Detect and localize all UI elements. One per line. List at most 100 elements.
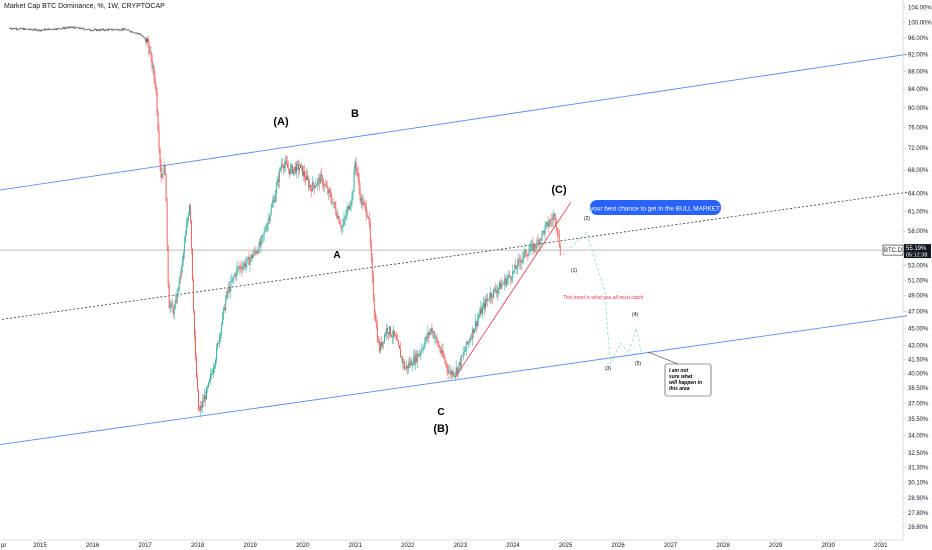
candle: [162, 174, 164, 175]
candle: [243, 263, 245, 267]
candle: [551, 220, 553, 221]
candle: [385, 328, 387, 335]
candle: [383, 334, 385, 343]
trend-line[interactable]: [454, 202, 572, 378]
candle: [295, 166, 296, 173]
candle: [422, 348, 424, 350]
candle: [64, 27, 66, 29]
candle: [432, 331, 434, 333]
candle: [245, 263, 247, 267]
candle: [266, 223, 268, 230]
trend-note: This trend is what you all must catch: [563, 295, 644, 301]
candle: [484, 303, 485, 309]
candle: [87, 28, 89, 30]
candle: [57, 28, 59, 29]
candle: [471, 328, 473, 339]
candle: [348, 206, 350, 210]
candle: [331, 199, 333, 204]
candle: [185, 225, 187, 235]
candle: [302, 165, 303, 176]
time-tick-label: 2030: [822, 543, 836, 549]
candle: [310, 185, 312, 189]
candle: [129, 30, 131, 32]
candle: [79, 28, 81, 30]
candle: [559, 246, 561, 255]
candle: [281, 164, 283, 166]
price-tick-label: 76.00%: [908, 125, 929, 131]
price-tick-label: 92.00%: [908, 52, 929, 58]
candle: [26, 29, 28, 30]
candle: [497, 289, 499, 293]
candle: [366, 215, 368, 217]
candle: [84, 29, 86, 31]
candle: [397, 339, 398, 342]
upper-channel-line[interactable]: [0, 53, 908, 191]
candle: [71, 27, 73, 28]
uncertain-note-box[interactable]: [664, 363, 712, 397]
candle: [253, 250, 255, 255]
candle: [308, 179, 310, 187]
price-tick-label: 61.00%: [908, 210, 929, 216]
candle: [213, 368, 215, 374]
candle: [263, 230, 265, 235]
candle: [196, 377, 198, 390]
candle: [400, 348, 402, 358]
candle: [22, 28, 24, 30]
candle: [72, 27, 74, 28]
candle: [219, 335, 221, 344]
candle: [448, 372, 450, 373]
price-badge[interactable]: [904, 244, 931, 259]
candle: [260, 238, 262, 246]
candle: [210, 374, 212, 380]
uncertain-note-line: sure what: [669, 374, 693, 380]
time-tick-label: 2025: [559, 543, 573, 549]
candle: [178, 276, 180, 290]
chart-title: Market Cap BTC Dominance, %, 1W, CRYPTOC…: [4, 3, 165, 10]
candle: [181, 260, 183, 267]
price-tick-label: 80.00%: [908, 106, 929, 112]
candle: [104, 30, 105, 31]
symbol-badge[interactable]: [882, 244, 904, 256]
candle: [272, 200, 274, 204]
candle: [531, 243, 533, 245]
candle: [33, 30, 35, 31]
candle: [240, 266, 242, 269]
candle: [319, 177, 321, 184]
candle: [398, 341, 400, 346]
candle: [119, 30, 121, 31]
candle: [505, 278, 507, 286]
candle: [547, 221, 549, 227]
candle: [305, 177, 307, 181]
candle: [360, 197, 362, 201]
candle: [454, 372, 456, 375]
candle: [30, 28, 32, 30]
lower-channel-line[interactable]: [0, 315, 908, 446]
candle: [23, 28, 25, 30]
time-tick-label: 2016: [86, 543, 100, 549]
candle: [381, 341, 383, 347]
candle: [96, 29, 98, 31]
callout-bubble[interactable]: [590, 200, 721, 215]
note-pointer: [647, 351, 679, 365]
time-tick-label: 2026: [611, 543, 625, 549]
price-tick-label: 30.10%: [908, 480, 929, 486]
time-tick-label: 2028: [716, 543, 730, 549]
candle: [416, 353, 418, 362]
candle: [318, 177, 320, 180]
candle: [21, 28, 23, 29]
candle: [489, 298, 490, 300]
candle: [354, 161, 356, 171]
candle: [314, 185, 316, 188]
time-tick-label: pr: [1, 543, 6, 549]
median-channel-line[interactable]: [0, 191, 908, 321]
candle: [140, 34, 142, 36]
candle: [212, 373, 214, 374]
candle: [404, 361, 406, 369]
candle: [252, 254, 254, 259]
candle: [326, 186, 328, 188]
candle: [456, 367, 458, 374]
candle: [133, 32, 135, 34]
candle: [115, 29, 117, 31]
candle: [478, 314, 480, 317]
